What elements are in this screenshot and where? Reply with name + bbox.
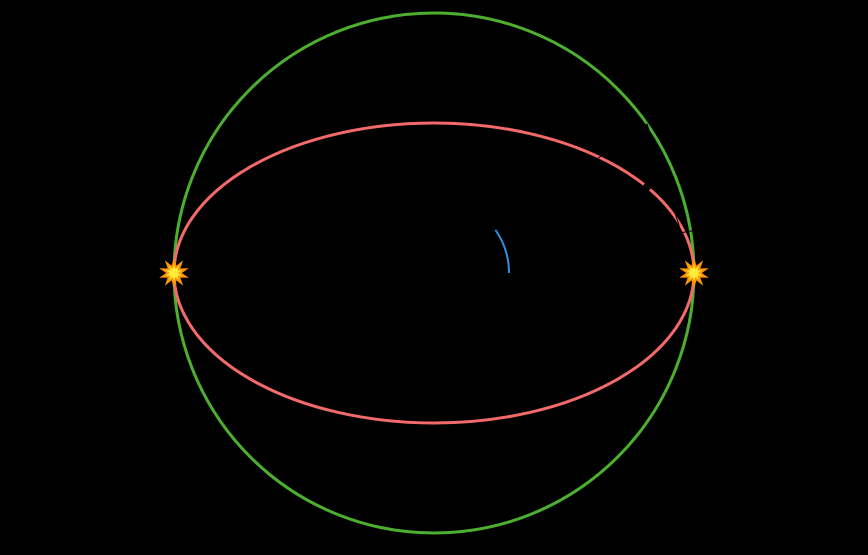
focus-star-left [163, 261, 186, 285]
focus-star-right [683, 261, 706, 285]
planet-point [643, 183, 651, 191]
focus-to-circle-line [647, 124, 694, 273]
orbit-diagram [0, 0, 868, 555]
center-to-circle-line [434, 124, 647, 273]
eccentric-anomaly-arc [495, 230, 509, 273]
